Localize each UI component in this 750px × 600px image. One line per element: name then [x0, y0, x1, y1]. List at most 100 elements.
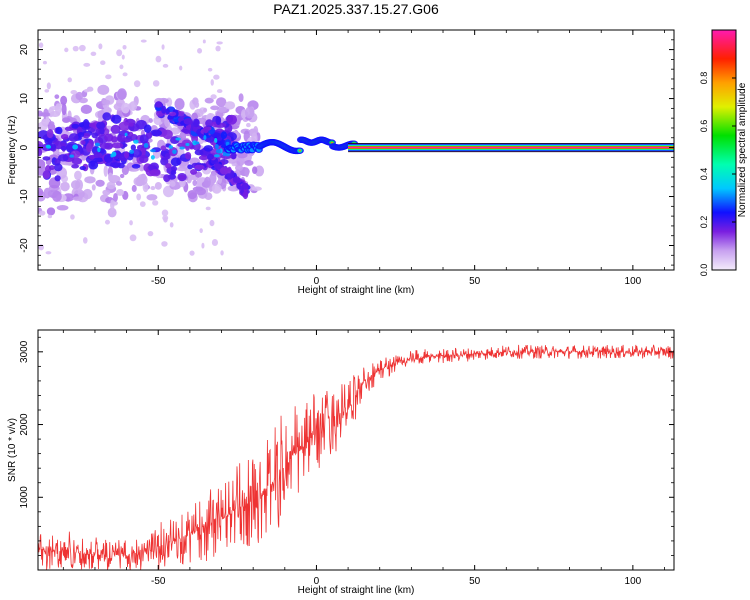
snr-y-axis: 1000 2000 3000 — [19, 336, 674, 571]
spectrogram-scatter-blob — [146, 194, 158, 201]
y-tick-label: -20 — [19, 238, 30, 253]
spectrogram-outlier-blob — [121, 54, 125, 60]
spectrogram-core-blob — [149, 169, 161, 177]
spectrogram-lower-branch-blob — [207, 153, 214, 160]
spectrogram-scatter-blob — [84, 176, 96, 184]
spectrogram-outlier-blob — [161, 209, 169, 217]
spectrogram-scatter-blob — [210, 105, 220, 111]
x-tick-label: 100 — [625, 576, 642, 587]
spectrogram-outlier-blob — [216, 41, 223, 45]
spectrogram-scatter-blob — [244, 167, 250, 178]
spectrogram-scatter-blob — [113, 192, 118, 202]
spectrogram-outlier-blob — [220, 250, 224, 256]
spectrogram-scatter-blob — [224, 101, 236, 110]
y-tick-label: 0 — [19, 144, 30, 150]
spectrogram-highlight-blob — [216, 148, 222, 154]
spectrogram-scatter-blob — [61, 103, 67, 116]
spectrogram-outlier-blob — [136, 193, 142, 201]
y-tick-label: -10 — [19, 189, 30, 204]
snr-background — [38, 330, 674, 570]
spectrogram-outlier-blob — [42, 60, 47, 65]
spectrogram-core-blob — [68, 133, 79, 142]
spectrogram-core-blob — [165, 163, 172, 169]
spectrogram-lower-branch-blob — [234, 176, 241, 184]
colorbar: 0.0 0.2 0.4 0.6 0.8 Normalized spectral ampl… — [699, 29, 748, 277]
spectrogram-highlight-blob — [185, 142, 190, 147]
spectrogram-scatter-blob — [154, 181, 162, 190]
spectrogram-outlier-blob — [139, 201, 146, 207]
colorbar-tick-label: 0.8 — [699, 72, 709, 85]
spectrogram-scatter-blob — [195, 187, 207, 196]
spectrogram-upper-branch-blob — [220, 131, 227, 139]
dominant-tone-band — [348, 147, 674, 149]
spectrogram-core-blob — [38, 148, 43, 157]
spectrogram-outlier-blob — [38, 42, 44, 48]
spectrogram-upper-branch-blob — [165, 108, 170, 115]
spectrogram-core-blob — [139, 154, 149, 164]
spectrogram-core-blob — [110, 124, 121, 134]
spectrogram-core-blob — [57, 154, 69, 162]
spectrogram-core-blob — [118, 121, 131, 131]
colorbar-tick-label: 0.0 — [699, 264, 709, 277]
spectrogram-core-blob — [111, 142, 124, 149]
spectrogram-highlight-blob — [143, 142, 149, 148]
snr-series-line — [38, 344, 674, 570]
spectrogram-outlier-blob — [104, 219, 110, 225]
spectrogram-x-axis: -50 0 50 100 — [62, 30, 665, 287]
spectrogram-core-blob — [130, 144, 137, 151]
spectrogram-core-blob — [128, 122, 134, 127]
spectrogram-scatter-blob — [251, 166, 258, 174]
spectrogram-outlier-blob — [105, 74, 112, 80]
spectrogram-core-blob — [194, 149, 204, 156]
spectrogram-core-blob — [54, 175, 61, 182]
spectrogram-outlier-blob — [162, 215, 169, 221]
spectrogram-highlight-blob — [150, 149, 156, 153]
spectrogram-outlier-blob — [83, 62, 91, 67]
spectrogram-scatter-blob — [251, 186, 262, 191]
spectrogram-outlier-blob — [189, 250, 195, 256]
spectrogram-scatter-blob — [106, 181, 116, 190]
spectrogram-highlight-blob — [214, 143, 219, 150]
spectrogram-core-blob — [226, 114, 238, 125]
spectrogram-scatter-blob — [117, 88, 127, 101]
spectrogram-core-blob — [82, 118, 90, 129]
spectrogram-core-blob — [80, 140, 86, 145]
spectrogram-scatter-blob — [97, 84, 110, 96]
spectrogram-scatter-blob — [56, 205, 69, 211]
spectrogram-scatter-blob — [65, 196, 71, 202]
spectrogram-core-blob — [86, 142, 92, 153]
spectrogram-highlight-blob — [72, 144, 79, 150]
spectrogram-core-blob — [79, 165, 87, 171]
spectrogram-lower-branch-blob — [242, 182, 249, 190]
spectrogram-outlier-blob — [90, 51, 97, 56]
spectrogram-core-blob — [71, 157, 83, 165]
spectrogram-outlier-blob — [152, 200, 159, 206]
spectrogram-scatter-blob — [203, 107, 208, 113]
spectrogram-outlier-blob — [116, 49, 123, 57]
spectrogram-core-blob — [203, 145, 214, 152]
spectrogram-highlight-blob — [203, 135, 207, 140]
spectrogram-highlight-blob — [168, 145, 173, 149]
spectrogram-core-blob — [64, 126, 74, 132]
spectrogram-highlight-blob — [94, 142, 100, 147]
spectrogram-outlier-blob — [38, 210, 46, 216]
spectrogram-core-blob — [71, 123, 80, 129]
spectrogram-outlier-blob — [201, 242, 205, 249]
spectrogram-outlier-blob — [72, 45, 79, 52]
spectrogram-core-blob — [230, 152, 237, 160]
spectrogram-core-blob — [78, 122, 85, 128]
spectrogram-highlight-blob — [172, 149, 177, 155]
spectrogram-highlight-blob — [213, 154, 220, 158]
spectrogram-scatter-blob — [169, 180, 176, 187]
spectrogram-scatter-blob — [38, 110, 44, 117]
colorbar-tick-label: 0.2 — [699, 216, 709, 229]
spectrogram-scatter-blob — [215, 97, 227, 107]
spectrogram-core-blob — [215, 116, 222, 126]
spectrogram-scatter-blob — [54, 94, 60, 99]
spectrogram-highlight-blob — [225, 152, 231, 157]
spectrogram-frame — [37, 29, 675, 271]
spectrogram-scatter-blob — [121, 102, 130, 114]
spectrogram-highlight-blob — [194, 141, 200, 145]
spectrogram-scatter-blob — [49, 110, 61, 118]
spectrogram-core-blob — [181, 128, 190, 133]
